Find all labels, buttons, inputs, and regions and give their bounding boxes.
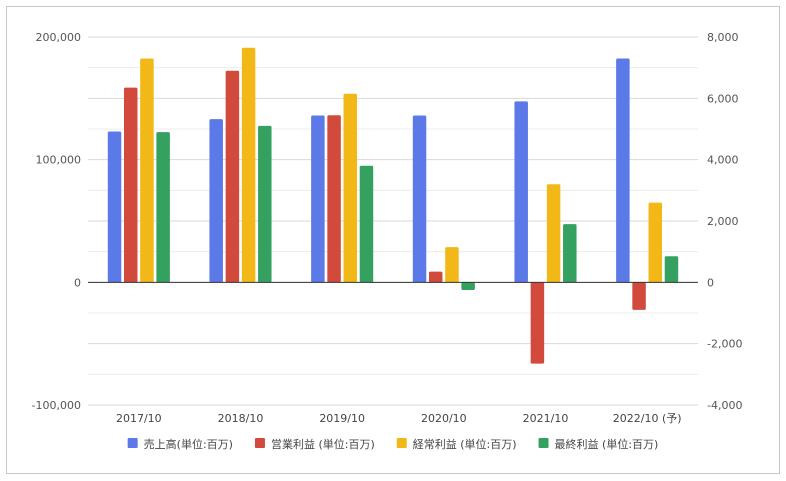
legend-label: 最終利益 (単位:百万)	[555, 437, 659, 451]
bar-2-6	[632, 282, 646, 310]
bar-1-6	[616, 58, 630, 283]
legend-label: 営業利益 (単位:百万)	[271, 437, 375, 451]
bar-2-1	[123, 87, 138, 283]
legend-label: 経常利益 (単位:百万)	[413, 437, 517, 451]
bar-1-1	[107, 131, 122, 283]
legend-swatch	[254, 438, 265, 448]
bar-3-1	[140, 58, 154, 283]
left-axis-tick-label: 0	[74, 276, 81, 289]
left-axis-tick-label: 200,000	[36, 31, 82, 44]
bar-4-3	[359, 165, 374, 283]
bar-2-3	[327, 115, 341, 283]
x-axis-tick-label: 2022/10 (予)	[613, 412, 682, 425]
grid-lines	[88, 36, 698, 406]
bar-2-5	[530, 282, 545, 364]
bar-3-3	[343, 93, 358, 283]
left-axis-tick-label: -100,000	[32, 399, 81, 412]
legend-swatch	[396, 438, 407, 448]
left-axis-tick-label: 100,000	[36, 154, 82, 167]
bar-1-3	[311, 115, 325, 283]
legend-swatch	[538, 438, 549, 448]
bar-1-2	[209, 119, 223, 283]
bar-3-6	[648, 202, 663, 283]
bar-2-4	[428, 271, 443, 283]
right-axis-tick-label: 2,000	[707, 215, 739, 228]
x-axis-tick-label: 2019/10	[319, 412, 365, 425]
x-axis-tick-label: 2017/10	[116, 412, 162, 425]
bar-4-1	[156, 132, 170, 283]
right-axis-tick-label: 4,000	[707, 154, 739, 167]
x-axis-tick-label: 2020/10	[421, 412, 467, 425]
x-axis-tick-label: 2018/10	[218, 412, 264, 425]
right-axis-tick-label: 0	[707, 276, 714, 289]
legend-label: 売上高(単位:百万)	[144, 437, 233, 451]
bars	[107, 47, 679, 364]
bar-2-2	[225, 70, 240, 283]
legend: 売上高(単位:百万) 営業利益 (単位:百万) 経常利益 (単位:百万) 最終利益 (…	[127, 437, 659, 451]
x-axis-tick-label: 2021/10	[523, 412, 569, 425]
axes: -100,000 0 100,000 200,000 -4,000 -2,000 0 2,00…	[32, 31, 743, 425]
bar-4-4	[461, 282, 475, 290]
bar-1-4	[412, 115, 427, 283]
bar-3-2	[241, 47, 256, 283]
right-axis-tick-label: -4,000	[707, 399, 742, 412]
bar-3-4	[445, 247, 459, 283]
bar-4-6	[664, 256, 679, 283]
right-axis-tick-label: 8,000	[707, 31, 739, 44]
bar-1-5	[514, 101, 528, 283]
bar-4-2	[258, 125, 272, 283]
right-axis-tick-label: -2,000	[707, 338, 742, 351]
bar-4-5	[563, 224, 577, 283]
right-axis-tick-label: 6,000	[707, 92, 739, 105]
legend-swatch	[127, 438, 138, 448]
bar-3-5	[546, 184, 561, 283]
